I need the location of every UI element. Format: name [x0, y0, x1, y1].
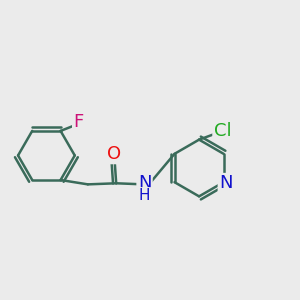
Text: Cl: Cl: [214, 122, 231, 140]
Text: N: N: [138, 174, 151, 192]
Text: O: O: [107, 145, 122, 163]
Text: F: F: [74, 112, 84, 130]
Text: H: H: [139, 188, 150, 203]
Text: N: N: [219, 174, 232, 192]
